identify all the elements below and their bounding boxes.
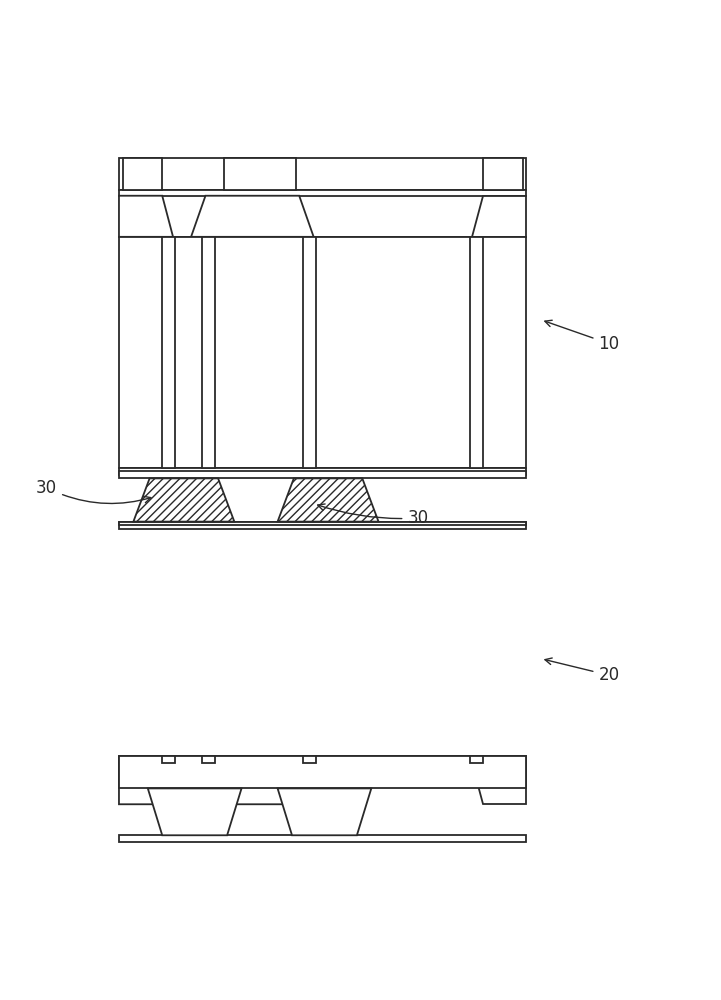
Polygon shape (191, 763, 314, 804)
Bar (119, 756, 526, 788)
Bar (470, 756, 483, 763)
Bar (303, 237, 316, 468)
Bar (123, 158, 162, 190)
Bar (119, 158, 526, 190)
Bar (119, 190, 526, 196)
Polygon shape (133, 478, 234, 522)
Polygon shape (119, 196, 173, 237)
Text: 30: 30 (318, 504, 428, 527)
Bar (119, 468, 526, 475)
Bar (202, 237, 215, 468)
Text: 20: 20 (545, 658, 619, 684)
Polygon shape (119, 763, 173, 804)
Polygon shape (278, 478, 379, 522)
Bar (119, 471, 526, 478)
Bar (119, 835, 526, 842)
Polygon shape (278, 788, 371, 835)
Bar (303, 756, 316, 763)
Bar (224, 158, 296, 190)
Bar (119, 237, 526, 468)
Bar (119, 522, 526, 529)
Bar (202, 756, 215, 763)
Bar (119, 756, 526, 763)
Bar (470, 237, 483, 468)
Text: 10: 10 (545, 320, 619, 353)
Bar (162, 756, 175, 763)
Text: 30: 30 (36, 479, 151, 503)
Polygon shape (191, 196, 314, 237)
Bar (162, 237, 175, 468)
Polygon shape (148, 788, 242, 835)
Polygon shape (472, 196, 526, 237)
Bar (119, 522, 526, 525)
Bar (483, 158, 523, 190)
Polygon shape (472, 763, 526, 804)
